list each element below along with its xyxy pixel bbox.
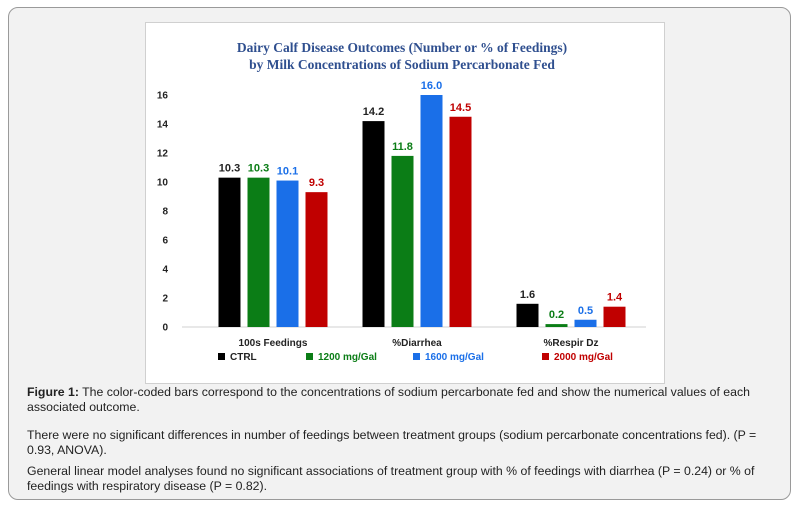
y-tick-label: 4 (162, 265, 168, 276)
y-tick-label: 0 (162, 323, 168, 334)
bar-2000-mg-gal (603, 306, 626, 327)
chart-title-line2: by Milk Concentrations of Sodium Percarb… (249, 57, 555, 72)
caption-glm: General linear model analyses found no s… (27, 464, 755, 493)
bar-2000-mg-gal (305, 192, 328, 327)
data-label: 11.8 (392, 141, 413, 153)
x-category-label: %Diarrhea (392, 338, 442, 349)
legend-label: 1600 mg/Gal (425, 352, 484, 363)
legend-swatch (218, 353, 225, 360)
bar-ctrl (218, 177, 241, 327)
y-tick-label: 8 (162, 207, 168, 218)
bar-1200-mg-gal (391, 155, 414, 327)
data-label: 10.3 (248, 163, 269, 175)
data-label: 9.3 (309, 177, 324, 189)
bar-1200-mg-gal (247, 177, 270, 327)
caption-figure-label: Figure 1: (27, 385, 79, 399)
data-label: 10.3 (219, 163, 240, 175)
y-tick-label: 10 (157, 178, 169, 189)
data-label: 1.4 (607, 292, 623, 304)
legend-swatch (306, 353, 313, 360)
caption-anova: There were no significant differences in… (27, 428, 757, 457)
chart-title-line1: Dairy Calf Disease Outcomes (Number or %… (237, 40, 567, 55)
data-label: 14.5 (450, 102, 471, 114)
legend-label: 2000 mg/Gal (554, 352, 613, 363)
y-tick-label: 6 (162, 236, 168, 247)
x-category-label: 100s Feedings (239, 338, 308, 349)
data-label: 14.2 (363, 106, 384, 118)
y-tick-label: 2 (162, 294, 168, 305)
legend-label: CTRL (230, 352, 257, 363)
data-label: 16.0 (421, 80, 442, 92)
data-label: 0.2 (549, 309, 564, 321)
data-label: 1.6 (520, 289, 535, 301)
y-tick-label: 12 (157, 149, 169, 160)
figure-frame: Dairy Calf Disease Outcomes (Number or %… (8, 7, 791, 500)
bar-1600-mg-gal (574, 319, 597, 327)
legend-swatch (413, 353, 420, 360)
data-label: 0.5 (578, 305, 593, 317)
bar-ctrl (516, 303, 539, 327)
y-tick-label: 14 (157, 120, 169, 131)
data-label: 10.1 (277, 166, 298, 178)
legend-label: 1200 mg/Gal (318, 352, 377, 363)
bar-chart: Dairy Calf Disease Outcomes (Number or %… (157, 40, 646, 363)
bar-1600-mg-gal (276, 180, 299, 327)
x-category-label: %Respir Dz (543, 338, 598, 349)
legend-swatch (542, 353, 549, 360)
bar-1600-mg-gal (420, 95, 443, 327)
y-tick-label: 16 (157, 91, 169, 102)
caption-figure: Figure 1: The color-coded bars correspon… (27, 385, 782, 415)
bar-2000-mg-gal (449, 116, 472, 327)
chart-area: Dairy Calf Disease Outcomes (Number or %… (145, 22, 665, 384)
caption-figure-text: The color-coded bars correspond to the c… (27, 385, 750, 414)
bar-ctrl (362, 121, 385, 327)
bar-1200-mg-gal (545, 324, 568, 327)
